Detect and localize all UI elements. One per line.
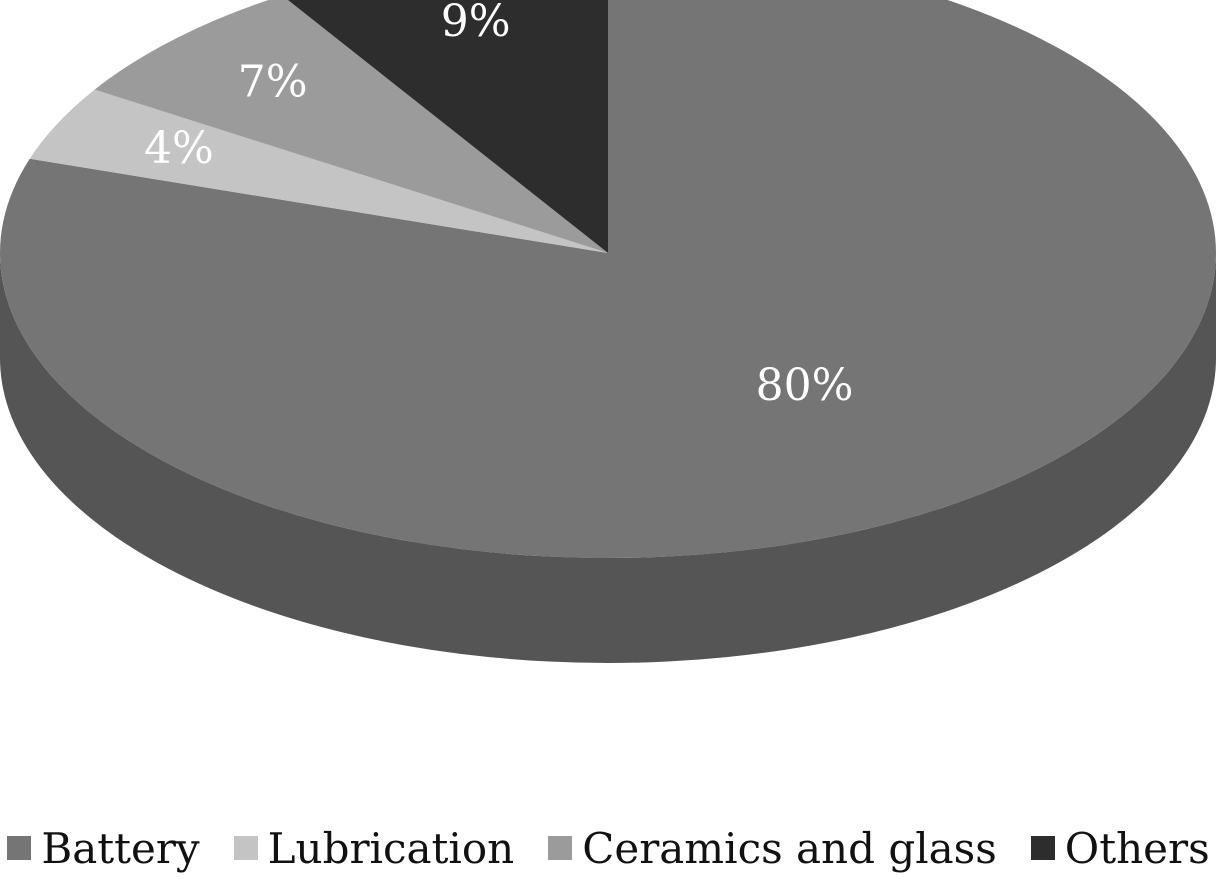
data-label-lubrication: 4% (144, 123, 214, 174)
legend-label-ceramics-and-glass: Ceramics and glass (582, 823, 997, 873)
legend-swatch-battery (7, 836, 32, 860)
legend-swatch-lubrication (233, 836, 258, 860)
pie-slices (0, 0, 1216, 558)
legend-item-battery: Battery (7, 823, 200, 873)
legend-label-lubrication: Lubrication (267, 823, 515, 873)
legend-label-others: Others (1064, 823, 1210, 873)
legend-item-others: Others (1030, 823, 1210, 873)
pie-slice-lubrication (29, 89, 609, 253)
data-label-ceramics-and-glass: 7% (238, 56, 308, 107)
data-label-battery: 80% (756, 360, 854, 411)
legend-swatch-others (1030, 836, 1055, 860)
pie-sides (0, 253, 1216, 663)
pie-slice-others (287, 0, 608, 253)
legend: Battery Lubrication Ceramics and glass O… (0, 818, 1217, 878)
data-labels: 80% 4% 7% 9% (144, 0, 853, 411)
legend-item-ceramics-and-glass: Ceramics and glass (548, 824, 997, 873)
pie-side-battery (0, 253, 1216, 663)
data-label-others: 9% (441, 0, 511, 47)
legend-item-lubrication: Lubrication (233, 823, 515, 873)
pie-slice-battery (0, 0, 1216, 558)
legend-swatch-ceramics-and-glass (548, 836, 573, 860)
pie-slice-ceramics-and-glass (94, 0, 608, 253)
legend-label-battery: Battery (41, 823, 200, 873)
